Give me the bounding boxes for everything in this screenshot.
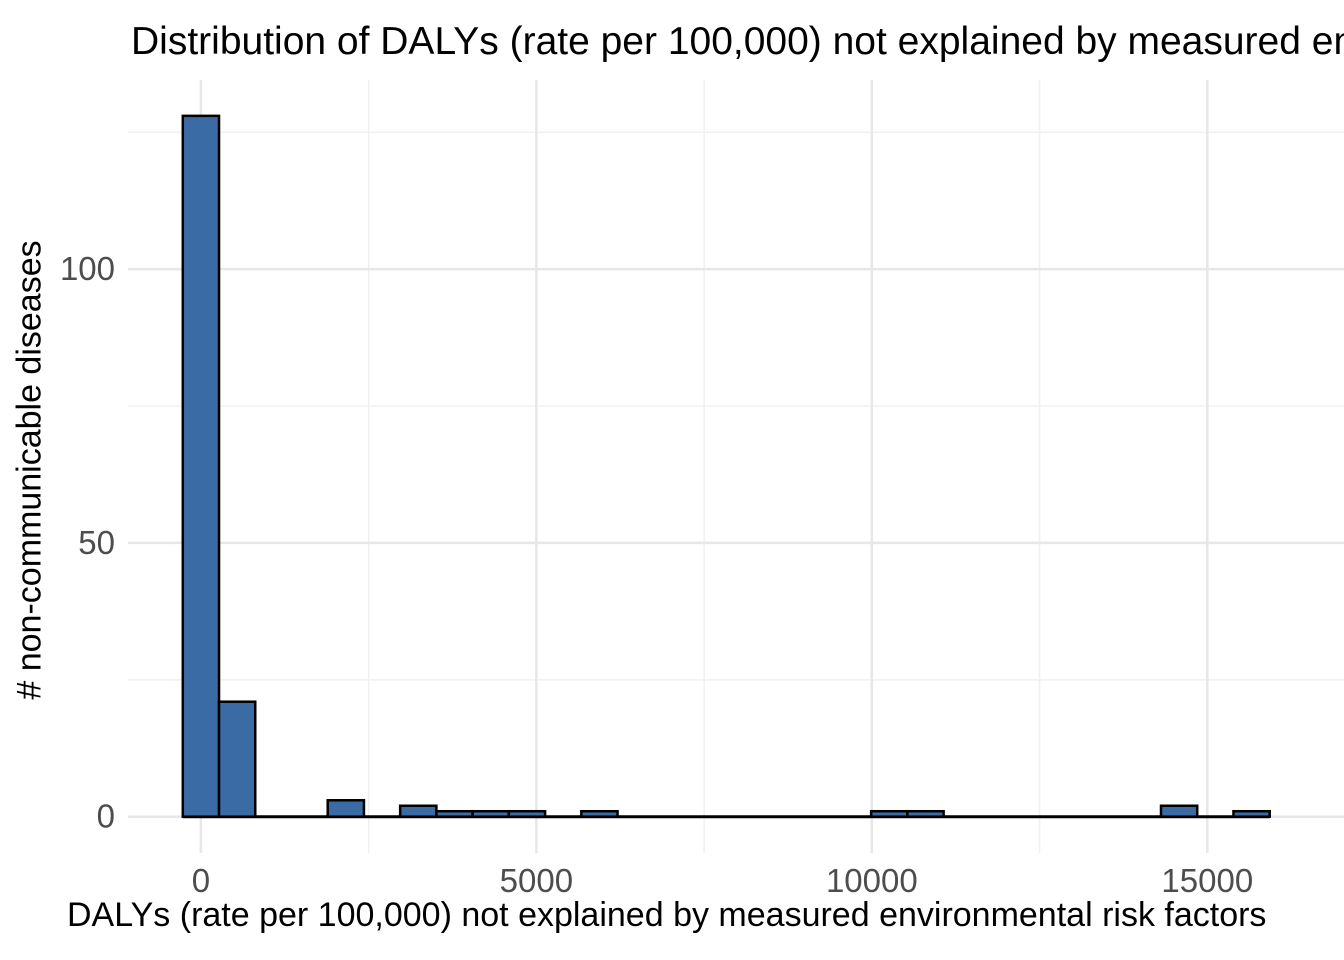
histogram-bar (906, 809, 945, 818)
y-tick-label: 0 (97, 798, 115, 835)
histogram-bar (869, 809, 909, 818)
histogram-bar (1159, 804, 1199, 818)
histogram-bar (217, 700, 257, 818)
histogram-bar (181, 114, 221, 818)
histogram-bar (507, 809, 547, 818)
y-axis-title: # non-communicable diseases (10, 240, 49, 700)
histogram-bar (326, 799, 366, 818)
x-tick-label: 10000 (826, 862, 918, 899)
x-axis-title: DALYs (rate per 100,000) not explained b… (67, 896, 1267, 934)
x-tick-label: 5000 (500, 862, 573, 899)
histogram-bar (471, 809, 511, 818)
histogram-bar (398, 804, 438, 818)
histogram-bar (435, 809, 474, 818)
y-tick-label: 100 (60, 250, 115, 287)
histogram-bar (1232, 809, 1271, 818)
x-tick-label: 0 (192, 862, 210, 899)
y-tick-label: 50 (78, 524, 115, 561)
histogram-bar (580, 809, 619, 818)
x-tick-label: 15000 (1161, 862, 1253, 899)
chart-title: Distribution of DALYs (rate per 100,000)… (131, 20, 1344, 63)
